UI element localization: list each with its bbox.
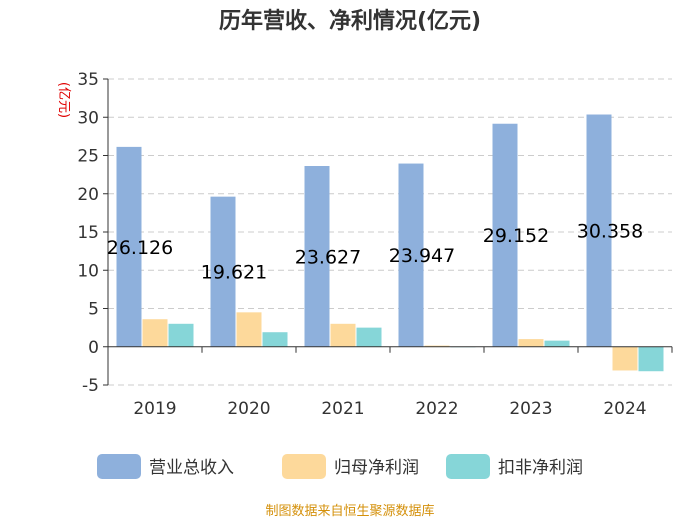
legend-label: 归母净利润 [334, 458, 419, 478]
bar-2023-series-1 [518, 339, 544, 347]
bars [116, 114, 664, 372]
y-tick-label: 5 [88, 300, 99, 320]
y-tick-label: 30 [77, 108, 99, 128]
data-label: 19.621 [201, 262, 267, 284]
bar-2019-series-1 [142, 319, 168, 347]
bar-2024-series-0 [586, 114, 612, 347]
x-tick-label: 2024 [603, 399, 646, 419]
legend-item-0[interactable]: 营业总收入 [97, 454, 234, 479]
legend-swatch [446, 454, 490, 479]
y-tick-label: -5 [82, 376, 99, 396]
bar-2024-series-2 [638, 346, 664, 372]
data-labels: 26.126 19.621 23.627 23.947 29.152 30.358 [107, 221, 643, 284]
y-tick-label: 35 [77, 70, 99, 90]
y-tick-label: 10 [77, 261, 99, 281]
y-tick-label: 20 [77, 185, 99, 205]
y-axis-ticks: -5 0 5 10 15 20 25 30 35 [77, 70, 108, 396]
y-tick-label: 0 [88, 338, 99, 358]
data-label: 23.947 [389, 245, 455, 267]
y-tick-label: 25 [77, 147, 99, 167]
legend-item-1[interactable]: 归母净利润 [282, 454, 419, 479]
x-tick-label: 2019 [133, 399, 176, 419]
bar-2020-series-2 [262, 332, 288, 347]
y-axis-unit-label: (亿元) [56, 82, 71, 118]
bar-2022-series-1 [424, 345, 450, 347]
bar-2024-series-1 [612, 346, 638, 371]
data-label: 30.358 [577, 221, 643, 243]
data-source-note: 制图数据来自恒生聚源数据库 [265, 503, 434, 519]
bar-2023-series-0 [492, 123, 518, 347]
bar-2021-series-1 [330, 323, 356, 347]
bar-2023-series-2 [544, 340, 570, 347]
legend-label: 扣非净利润 [498, 458, 583, 478]
y-tick-label: 15 [77, 223, 99, 243]
legend-swatch [97, 454, 141, 479]
data-label: 26.126 [107, 237, 173, 259]
data-label: 23.627 [295, 246, 361, 268]
x-tick-label: 2022 [415, 399, 458, 419]
x-tick-label: 2021 [321, 399, 364, 419]
bar-2021-series-0 [304, 166, 330, 347]
legend-item-2[interactable]: 扣非净利润 [446, 454, 583, 479]
x-axis-ticks: 2019 2020 2021 2022 2023 2024 [107, 346, 673, 419]
x-tick-label: 2020 [227, 399, 270, 419]
legend-swatch [282, 454, 326, 479]
data-label: 29.152 [483, 225, 549, 247]
gridlines [108, 78, 672, 386]
bar-2019-series-0 [116, 146, 142, 347]
x-tick-label: 2023 [509, 399, 552, 419]
bar-2021-series-2 [356, 327, 382, 347]
bar-2019-series-2 [168, 323, 194, 347]
chart-title: 历年营收、净利情况(亿元) [219, 8, 481, 34]
bar-2022-series-0 [398, 163, 424, 347]
bar-2020-series-1 [236, 312, 262, 347]
legend[interactable]: 营业总收入 归母净利润 扣非净利润 [97, 454, 583, 479]
bar-2020-series-0 [210, 196, 236, 347]
legend-label: 营业总收入 [149, 458, 234, 478]
